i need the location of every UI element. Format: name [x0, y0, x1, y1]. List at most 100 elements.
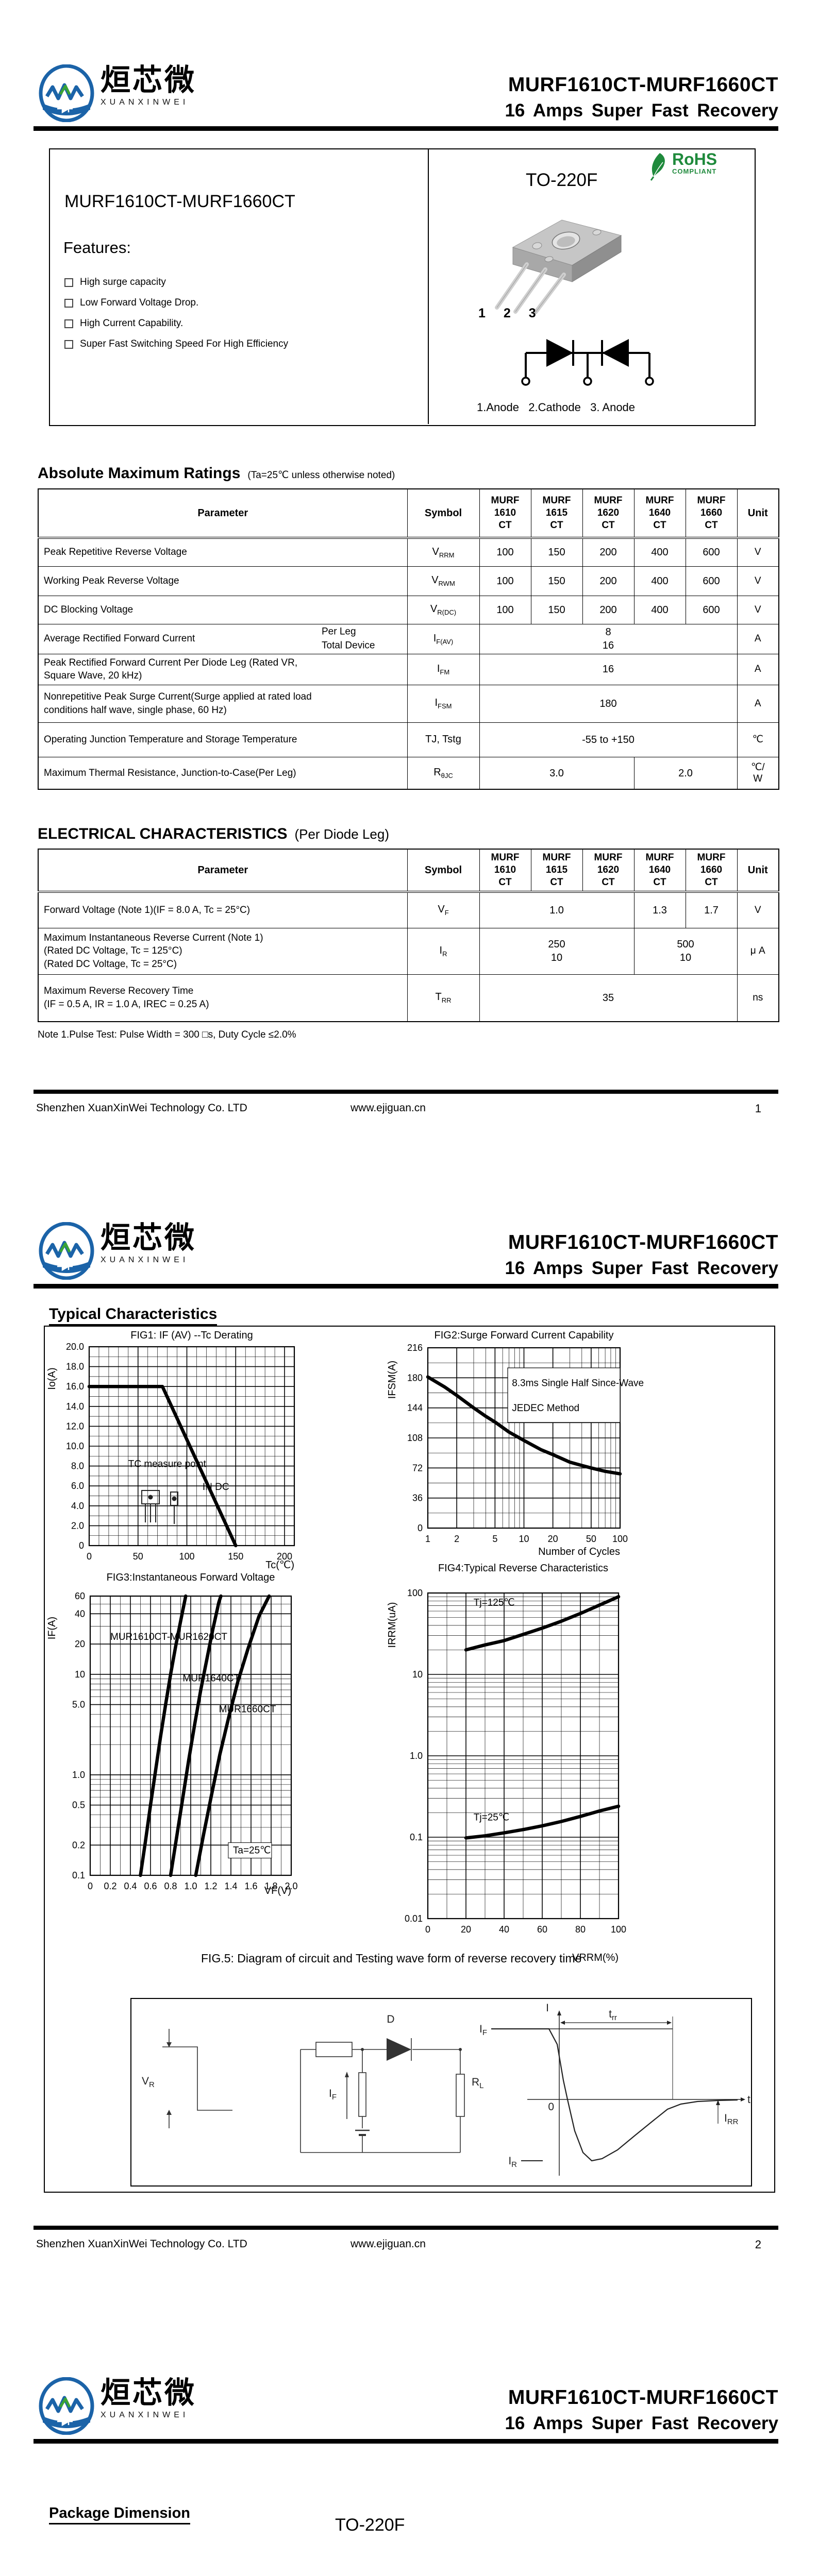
svg-text:0.5: 0.5: [72, 1800, 85, 1810]
value-cell: 600: [685, 566, 738, 596]
page1-header: 烜芯微 XUANXINWEI MURF1610CT-MURF1660CT 16 …: [0, 64, 818, 132]
svg-text:0: 0: [79, 1540, 84, 1551]
table-row: Maximum Thermal Resistance, Junction-to-…: [38, 756, 779, 790]
feature-label: Low Forward Voltage Drop.: [80, 297, 199, 308]
parameter-cell: Average Rectified Forward Current Per Leg…: [38, 623, 408, 654]
chart-annotation: Tj=25℃: [474, 1812, 509, 1823]
checkbox-icon: [64, 319, 73, 328]
series-IF(AV) derating in DC: [87, 1384, 238, 1548]
typical-characteristics-box: [44, 1326, 775, 2193]
value-cell: 150: [530, 595, 583, 624]
svg-text:10.0: 10.0: [66, 1441, 84, 1451]
svg-text:36: 36: [412, 1493, 423, 1503]
checkbox-icon: [64, 298, 73, 308]
elec-char-heading: ELECTRICAL CHARACTERISTICS (Per Diode Leg…: [38, 825, 389, 842]
svg-text:60: 60: [75, 1591, 85, 1601]
chart-annotation: Tj=125℃: [474, 1597, 515, 1608]
unit-cell: A: [737, 653, 779, 685]
column-header: MURF 1620 CT: [582, 488, 635, 539]
parameter-cell: Forward Voltage (Note 1)(IF = 8.0 A, Tc …: [38, 891, 408, 928]
y-axis-label: IRRM(uA): [387, 1602, 398, 1648]
feature-label: High Current Capability.: [80, 318, 183, 329]
footer-website: www.ejiguan.cn: [350, 2238, 426, 2250]
tick-labels: 0 50 100 150 200 20.0 18.0 16.0 14.0 12.0 10.0 8.0 6…: [66, 1342, 292, 1562]
value-cell: 200: [582, 566, 635, 596]
svg-text:1.0: 1.0: [72, 1770, 85, 1780]
unit-cell: ℃/ W: [737, 756, 779, 790]
series-Tj=25℃: [464, 1804, 621, 1840]
value-cell: 100: [479, 595, 531, 624]
value-cell: 1.0: [479, 891, 635, 928]
footer-rule: [34, 1090, 778, 1094]
figure-title: FIG3:Instantaneous Forward Voltage: [107, 1572, 275, 1583]
value-cell: 16: [479, 653, 738, 685]
logo-cjk-text: 烜芯微: [101, 63, 197, 97]
svg-text:216: 216: [407, 1343, 423, 1353]
svg-text:10: 10: [412, 1669, 423, 1680]
if-source-label: IF: [329, 2088, 337, 2102]
page2-header: 烜芯微 XUANXINWEI MURF1610CT-MURF1660CT 16 …: [0, 1222, 818, 1290]
svg-text:200: 200: [277, 1551, 292, 1562]
value-cell: 100: [479, 537, 531, 567]
svg-text:2.0: 2.0: [285, 1881, 297, 1891]
doc-title: MURF1610CT-MURF1660CT: [508, 1231, 778, 1253]
svg-text:5: 5: [492, 1534, 497, 1544]
chart-annotation: MUR1640CT: [182, 1673, 240, 1684]
chart-annotation: TC measure point: [128, 1459, 207, 1470]
parameter-cell: Peak Repetitive Reverse Voltage: [38, 537, 408, 567]
symbol-cell: VF: [407, 891, 480, 928]
column-header: Parameter: [38, 849, 408, 893]
svg-text:0: 0: [87, 1551, 92, 1562]
svg-text:2.0: 2.0: [71, 1520, 84, 1531]
fig1-if-tc-derating-chart: 0 50 100 150 200 20.0 18.0 16.0 14.0 12.0 10.0 8.0 6…: [46, 1330, 295, 1571]
elec-char-table: Parameter Symbol MURF 1610 CT MURF 1615 CT M…: [38, 849, 779, 1022]
table-row: Working Peak Reverse Voltage VRWM 100 150 20…: [38, 566, 779, 596]
chart-annotation: Ta=25℃: [233, 1845, 271, 1856]
svg-text:0.4: 0.4: [124, 1881, 137, 1891]
svg-text:1.4: 1.4: [224, 1881, 237, 1891]
logo-mark-icon: [39, 64, 94, 122]
y-axis-label: IFSM(A): [387, 1361, 398, 1399]
svg-text:10: 10: [75, 1669, 85, 1680]
checkbox-icon: [64, 340, 73, 349]
value-cell: 100: [479, 566, 531, 596]
table-row: Forward Voltage (Note 1)(IF = 8.0 A, Tc …: [38, 891, 779, 928]
svg-text:50: 50: [133, 1551, 143, 1562]
header-rule: [34, 2439, 778, 2444]
tick-labels: 1 2 5 10 20 50 100 216 180 144 108 72 36 0: [407, 1343, 628, 1544]
logo-latin-text: XUANXINWEI: [101, 1256, 189, 1264]
table-row: Nonrepetitive Peak Surge Current(Surge a…: [38, 684, 779, 723]
value-cell: 150: [530, 537, 583, 567]
parameter-cell: Nonrepetitive Peak Surge Current(Surge a…: [38, 684, 408, 723]
logo-mark-icon: [39, 2377, 94, 2435]
column-header: Symbol: [407, 849, 480, 893]
svg-text:180: 180: [407, 1372, 423, 1383]
abs-max-heading: Absolute Maximum Ratings (Ta=25℃ unless o…: [38, 465, 395, 482]
doc-subtitle: 16 Amps Super Fast Recovery: [505, 2413, 778, 2433]
chart-annotation: MUR1610CT-MUR1620CT: [110, 1632, 227, 1642]
svg-text:40: 40: [499, 1924, 509, 1935]
table-row: Average Rectified Forward Current Per Leg…: [38, 623, 779, 654]
svg-text:1.6: 1.6: [244, 1881, 257, 1891]
column-header: Unit: [737, 849, 779, 893]
product-box-divider: [428, 148, 429, 424]
ir-label: IR: [508, 2155, 517, 2169]
symbol-cell: VRWM: [407, 566, 480, 596]
footer-rule: [34, 2226, 778, 2230]
checkbox-icon: [64, 278, 73, 287]
parameter-cell: Working Peak Reverse Voltage: [38, 566, 408, 596]
svg-text:4.0: 4.0: [71, 1501, 84, 1511]
svg-text:16.0: 16.0: [66, 1381, 84, 1392]
series-MUR1640CT: [169, 1594, 223, 1877]
vr-label: VR: [142, 2075, 155, 2089]
svg-text:50: 50: [586, 1534, 596, 1544]
feature-item: Super Fast Switching Speed For High Effi…: [64, 338, 288, 350]
header-rule: [34, 1284, 778, 1289]
symbol-cell: IR: [407, 927, 480, 975]
column-header: Unit: [737, 488, 779, 539]
rl-label: RL: [472, 2076, 484, 2090]
irr-label: IRR: [724, 2112, 739, 2126]
svg-text:150: 150: [228, 1551, 243, 1562]
tick-labels: 0 0.2 0.4 0.6 0.8 1.0 1.2 1.4 1.6 1.8 2.0 60 40 20 10 5…: [72, 1591, 298, 1891]
series-MUR1610CT-MUR1620CT: [139, 1594, 188, 1877]
